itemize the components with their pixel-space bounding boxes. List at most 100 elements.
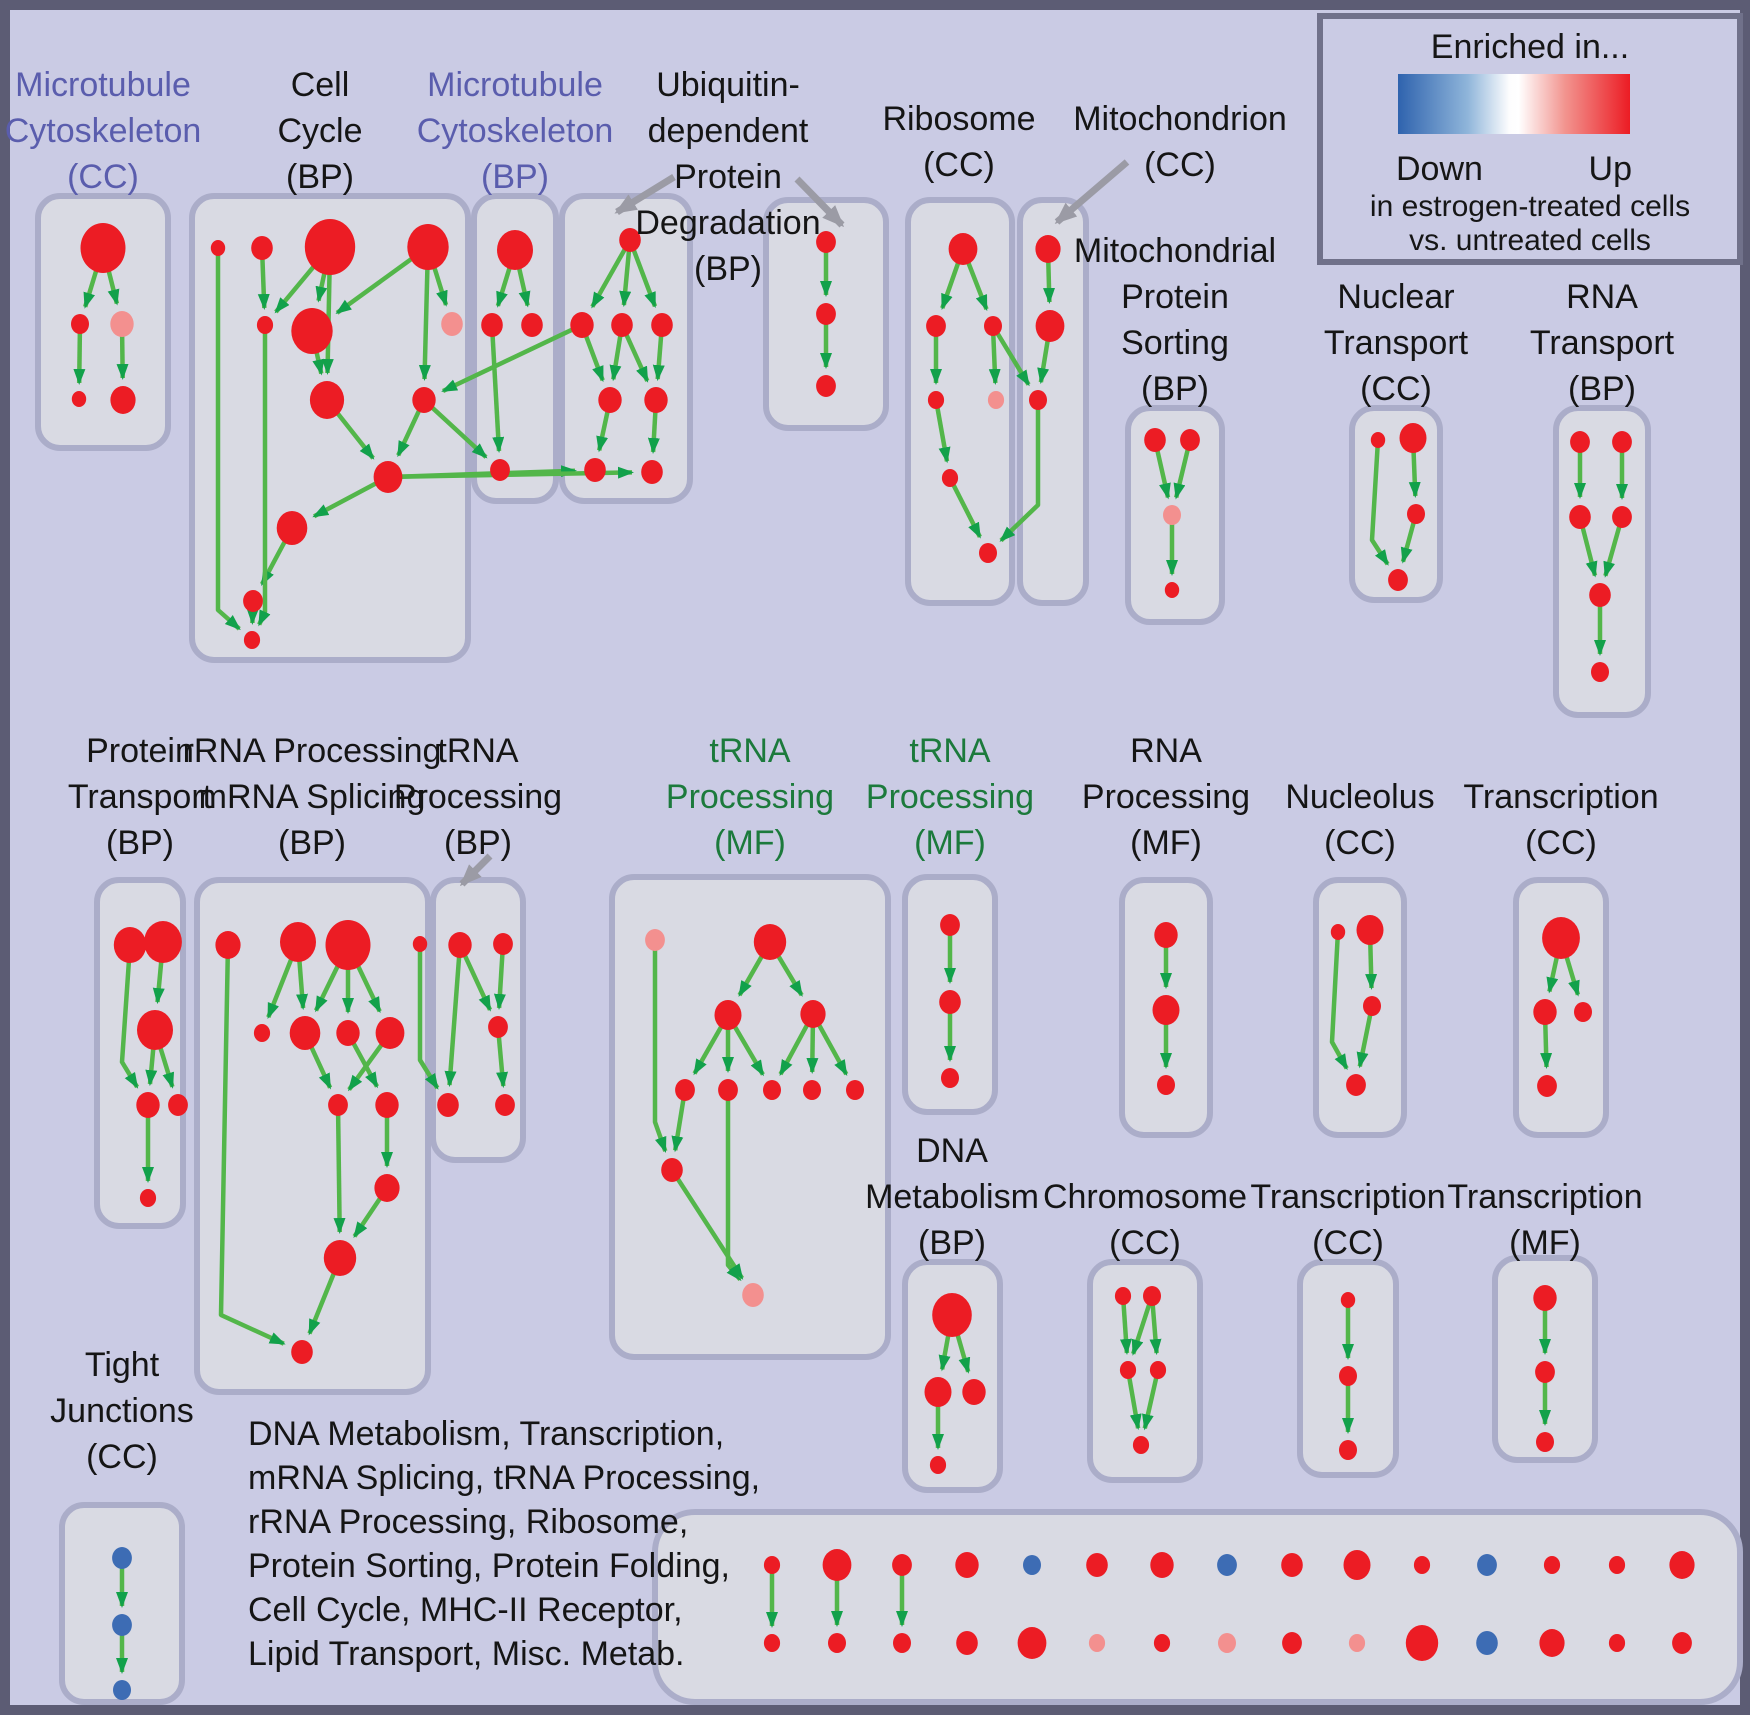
legend-box <box>1317 13 1743 265</box>
go-term-node-k3 <box>437 1093 459 1117</box>
go-term-node-bt5 <box>1086 1553 1108 1577</box>
go-term-node-bt3 <box>955 1552 979 1578</box>
edge-r0-r1 <box>940 257 962 310</box>
edge-gr-h4 <box>806 1022 819 1074</box>
edge-p0-p2 <box>1154 446 1171 500</box>
go-term-node-tc0 <box>1340 1292 1356 1308</box>
go-term-node-bb10 <box>1405 1625 1439 1661</box>
edge-u0-u1 <box>590 245 629 309</box>
go-term-node-pt0 <box>113 927 147 963</box>
go-term-node-s3 <box>1612 506 1632 528</box>
go-term-node-y3 <box>1346 1074 1366 1096</box>
go-term-node-gr <box>800 1000 826 1028</box>
go-term-node-u4 <box>598 387 622 413</box>
go-term-node-bt4 <box>1023 1555 1041 1575</box>
edge-a3-a5 <box>116 331 129 380</box>
edge-c8-c9 <box>396 406 423 458</box>
go-term-node-gl <box>714 1000 742 1030</box>
go-term-node-bt8 <box>1281 1553 1303 1577</box>
go-term-node-bb1 <box>828 1633 846 1653</box>
go-term-node-c1 <box>251 236 273 260</box>
edge-rc1-rd1 <box>352 1193 385 1239</box>
callout-ubiquitin-right-arrow-icon <box>794 176 845 228</box>
edge-c3-c5 <box>335 253 419 315</box>
go-term-node-gp <box>645 929 665 951</box>
category-label-ribosome-cc: Ribosome (CC) <box>882 100 1035 184</box>
go-term-node-pt1 <box>144 921 182 963</box>
go-term-node-bt10 <box>1413 1556 1431 1574</box>
edge-u1-c8 <box>441 326 576 394</box>
edge-c3-c8 <box>418 260 431 381</box>
go-term-node-tf1 <box>1535 1361 1555 1383</box>
go-term-node-tc2 <box>1339 1440 1357 1460</box>
go-term-node-bb13 <box>1608 1634 1626 1652</box>
edge-rm3-rb2 <box>349 1038 379 1089</box>
category-box-microtubule-cytoskeleton-bp <box>471 193 559 504</box>
go-term-node-r0 <box>948 233 978 265</box>
category-label-ubiquitin-degradation-bp: Ubiquitin-dependent Protein Degradation (BP… <box>635 66 820 288</box>
edge-g0-gl <box>737 950 767 997</box>
go-term-node-r6 <box>979 543 997 563</box>
go-term-node-k2 <box>488 1016 508 1038</box>
go-term-node-w1 <box>1035 310 1065 342</box>
go-term-node-bt1 <box>822 1549 852 1581</box>
go-term-node-r3 <box>927 391 945 409</box>
category-label-nuclear-transport-cc: Nuclear Transport (CC) <box>1324 278 1469 408</box>
edge-r5-r6 <box>950 481 982 539</box>
callout-arrows-layer <box>459 159 1130 887</box>
go-term-node-rc1 <box>374 1174 400 1202</box>
go-term-node-gb <box>742 1283 764 1307</box>
category-box-shared-terms-bottom <box>652 1509 1743 1705</box>
edge-g0-gr <box>773 950 804 997</box>
edge-y0-y3 <box>1329 936 1349 1071</box>
edge-k1-k2 <box>493 950 506 1010</box>
go-term-node-j2 <box>941 1068 959 1088</box>
go-term-node-rm4 <box>375 1017 405 1049</box>
go-term-node-r5 <box>941 469 959 487</box>
go-term-node-tj0 <box>112 1547 132 1569</box>
go-term-node-s4 <box>1589 583 1611 607</box>
edge-s2-s4 <box>1579 523 1598 578</box>
category-label-microtubule-cytoskeleton-bp: Microtubule Cytoskeleton (BP) <box>417 66 614 196</box>
edge-u0-u3 <box>630 245 658 309</box>
go-term-node-ch1 <box>1143 1286 1161 1306</box>
go-term-node-bb6 <box>1153 1634 1171 1652</box>
go-term-node-x1 <box>1152 995 1180 1025</box>
go-term-node-h3 <box>763 1080 781 1100</box>
legend: Enriched in... Down Up in estrogen-treat… <box>1317 13 1743 265</box>
go-term-node-s2 <box>1569 505 1591 529</box>
go-term-node-c0 <box>210 240 226 256</box>
go-term-node-c3 <box>407 224 449 270</box>
edge-r3-r5 <box>934 404 951 464</box>
edge-lo-gb <box>674 1174 744 1280</box>
legend-up-label: Up <box>1589 150 1632 188</box>
edge-c0-c12 <box>215 252 241 631</box>
category-label-transcription-cc-row3: Transcription (CC) <box>1250 1178 1445 1262</box>
edge-c7-c9 <box>332 407 375 460</box>
go-term-node-m1 <box>481 313 503 337</box>
go-term-node-r4 <box>987 391 1005 409</box>
edge-t2-rm2 <box>296 953 308 1011</box>
edge-q1-q2 <box>1408 446 1421 498</box>
go-term-node-h5 <box>846 1080 864 1100</box>
go-term-node-a4 <box>71 391 87 407</box>
go-term-node-u6 <box>584 458 606 482</box>
go-term-node-k0 <box>448 932 472 958</box>
go-term-node-m2 <box>521 313 543 337</box>
go-term-node-tc1 <box>1339 1366 1357 1386</box>
edge-q2-q3 <box>1400 519 1417 564</box>
edge-ch0-ch2 <box>1119 1301 1132 1355</box>
edge-m1-m3 <box>490 332 505 453</box>
go-term-node-rb1 <box>328 1094 348 1116</box>
edge-w2-r6 <box>999 406 1041 543</box>
go-term-node-bb11 <box>1476 1631 1498 1655</box>
go-term-node-a1 <box>80 223 126 273</box>
category-label-trna-processing-bp: tRNA Processing (BP) <box>394 732 562 862</box>
go-term-node-z3 <box>1537 1075 1557 1097</box>
go-term-node-dm1 <box>924 1377 952 1407</box>
edge-t1-re1 <box>218 953 286 1346</box>
go-term-node-a2 <box>71 314 89 334</box>
labels-layer: Microtubule Cytoskeleton (CC) Cell Cycle (BP)… <box>5 66 1675 1673</box>
category-label-tight-junctions-cc: Tight Junctions (CC) <box>50 1346 194 1476</box>
go-term-node-u7 <box>641 460 663 484</box>
